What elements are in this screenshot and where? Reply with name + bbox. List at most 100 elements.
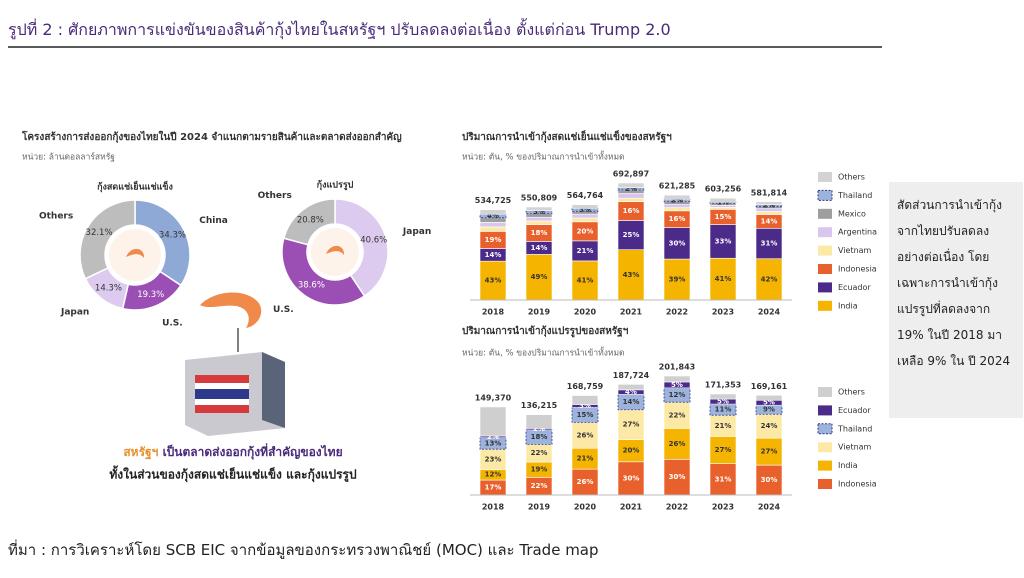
shrimp-icon [326, 245, 345, 255]
slice-label: 32.1% [86, 228, 113, 238]
segment-label: 3% [579, 402, 591, 410]
legend-label: Indonesia [838, 480, 877, 489]
segment-label: 19% [531, 466, 548, 474]
bar-segment [663, 375, 691, 383]
segment-label: 43% [485, 277, 502, 285]
bar-segment [617, 197, 645, 203]
x-tick-label: 2019 [528, 308, 551, 317]
category-label: U.S. [273, 305, 294, 315]
bar-segment [663, 207, 691, 212]
bar-segment [571, 213, 599, 219]
segment-label: 30% [669, 473, 686, 481]
category-label: Others [39, 212, 73, 222]
bar-segment [571, 395, 599, 405]
segment-label: 33% [715, 237, 732, 245]
bar-segment [755, 204, 783, 208]
segment-label: 43% [623, 271, 640, 279]
segment-label: 27% [715, 446, 732, 454]
legend-label: Mexico [838, 209, 866, 218]
segment-label: 21% [715, 422, 732, 430]
x-tick-label: 2022 [666, 308, 688, 317]
x-tick-label: 2020 [574, 308, 597, 317]
slice-label: 34.3% [159, 230, 186, 240]
segment-label: 30% [623, 474, 640, 482]
donut-title: กุ้งแปรรูป [317, 180, 354, 191]
bar-segment [663, 194, 691, 200]
bar-segment [755, 437, 783, 466]
x-tick-label: 2023 [712, 503, 734, 512]
bar-segment [617, 189, 645, 194]
segment-label: 3% [533, 208, 545, 216]
legend-label: Thailand [837, 191, 872, 200]
total-label: 534,725 [475, 196, 512, 205]
segment-label: 2% [625, 185, 637, 193]
legend-swatch [818, 460, 832, 471]
segment-label: 5% [671, 381, 683, 389]
side-note: สัดส่วนการนำเข้ากุ้งจากไทยปรับลดลงอย่างต… [889, 182, 1023, 418]
segment-label: 15% [577, 411, 594, 419]
bar-segment [525, 220, 553, 225]
x-tick-label: 2024 [758, 503, 781, 512]
panel-unit: หน่วย: ล้านดอลลาร์สหรัฐ [22, 152, 115, 163]
donut-slice [334, 198, 389, 298]
bar-segment [479, 213, 507, 219]
bar-segment [571, 208, 599, 212]
segment-label: 5% [717, 398, 729, 406]
bar-segment [663, 204, 691, 208]
total-label: 621,285 [659, 182, 696, 191]
legend-swatch [817, 189, 833, 201]
bar-segment [617, 393, 645, 411]
segment-label: 41% [577, 276, 594, 284]
bar-segment [755, 404, 783, 415]
slice-label: 20.8% [297, 215, 324, 225]
container-side [262, 352, 285, 428]
bar-segment [617, 249, 645, 301]
segment-label: 27% [761, 448, 778, 456]
segment-label: 13% [485, 439, 502, 447]
callout: สหรัฐฯ เป็นตลาดส่งออกกุ้งที่สำคัญของไทย [123, 443, 342, 460]
legend-swatch [818, 227, 832, 238]
segment-label: 26% [669, 440, 686, 448]
donut-center [311, 228, 359, 276]
bar-segment [525, 429, 553, 445]
segment-label: 16% [669, 215, 686, 223]
legend-label: Others [838, 388, 865, 397]
segment-label: 30% [761, 476, 778, 484]
chart-title: ปริมาณการนำเข้ากุ้งแปรรูปของสหรัฐฯ [462, 325, 629, 338]
segment-label: 12% [669, 391, 686, 399]
legend-label: Argentina [838, 228, 877, 237]
segment-label: 17% [485, 484, 502, 492]
total-label: 564,764 [567, 191, 604, 200]
legend-swatch [818, 387, 832, 397]
segment-label: 20% [623, 447, 640, 455]
donut-slice [282, 198, 336, 246]
segment-label: 22% [669, 411, 686, 419]
segment-label: 39% [669, 276, 686, 284]
chart-subtitle: หน่วย: ตัน, % ของปริมาณการนำเข้าทั้งหมด [462, 347, 625, 359]
source: ที่มา : การวิเคราะห์โดย SCB EIC จากข้อมู… [8, 541, 599, 559]
illustration [185, 292, 285, 436]
legend-label: Vietnam [838, 443, 872, 452]
segment-label: 2% [487, 433, 499, 441]
bar-segment [617, 384, 645, 391]
legend-swatch [818, 282, 832, 293]
segment-label: 21% [577, 455, 594, 463]
flag-red [195, 375, 249, 383]
bar-segment [571, 407, 599, 423]
chart-title: ปริมาณการนำเข้ากุ้งสดแช่เย็นแช่แข็งของสห… [462, 129, 672, 143]
flag-red [195, 405, 249, 413]
segment-label: 21% [577, 247, 594, 255]
legend-swatch [818, 405, 832, 416]
donut-slice [281, 237, 366, 306]
segment-label: 49% [531, 273, 548, 281]
segment-label: 42% [761, 275, 778, 283]
bar-segment [617, 193, 645, 199]
segment-label: 14% [623, 398, 640, 406]
bar-segment [525, 210, 553, 214]
slice-label: 19.3% [137, 290, 164, 300]
category-label: Japan [402, 227, 431, 237]
donut-slice [134, 199, 191, 287]
segment-label: 31% [761, 240, 778, 248]
bar-segment [755, 211, 783, 215]
